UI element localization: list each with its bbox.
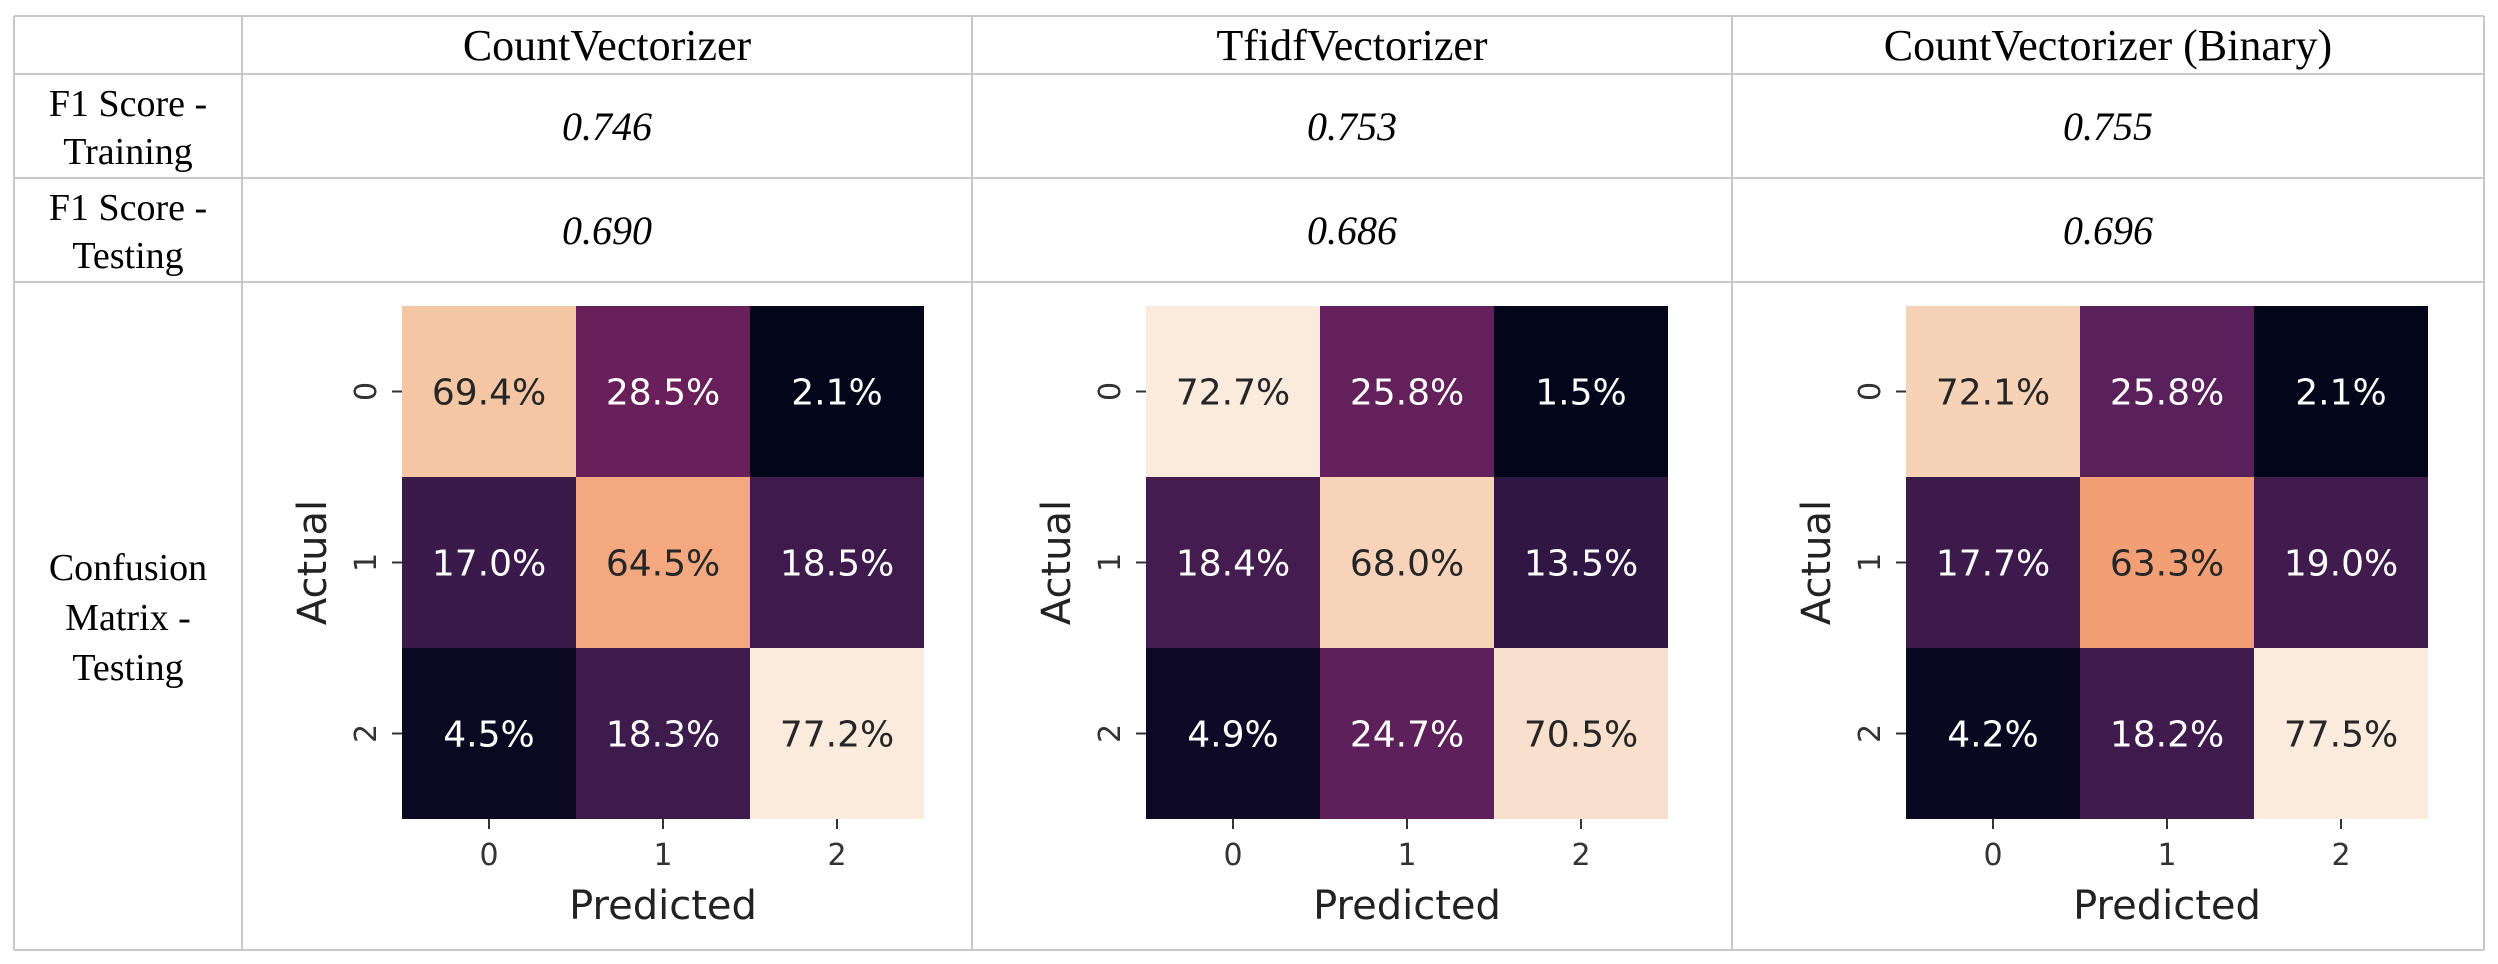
y-tick-label: 0: [1093, 382, 1128, 401]
cell-label: 13.5%: [1524, 544, 1638, 585]
heatmap-cell: [1494, 306, 1668, 477]
column-header: CountVectorizer: [463, 21, 752, 70]
cell-label: 1.5%: [1535, 373, 1626, 414]
x-tick-label: 2: [827, 838, 846, 873]
column-headers: CountVectorizer TfidfVectorizer CountVecto…: [463, 21, 2332, 70]
y-tick-label: 1: [349, 553, 384, 572]
y-tick-label: 0: [1853, 382, 1888, 401]
cell-label: 4.5%: [443, 715, 534, 756]
y-tick-label: 1: [1093, 553, 1128, 572]
y-axis-label: Actual: [1794, 500, 1840, 625]
y-tick-label: 2: [349, 724, 384, 743]
cell-label: 24.7%: [1350, 715, 1464, 756]
heatmap-cell: [2254, 648, 2428, 819]
cell-label: 17.0%: [432, 544, 546, 585]
score-value: 0.755: [2063, 104, 2153, 149]
x-tick-label: 0: [479, 838, 498, 873]
cell-label: 68.0%: [1350, 544, 1464, 585]
x-axis-label: Predicted: [1313, 883, 1501, 929]
y-axis-label: Actual: [290, 500, 336, 625]
score-rows: F1 Score -Training 0.746 0.753 0.755 F1 Scor…: [49, 83, 2153, 689]
cell-label: 28.5%: [606, 373, 720, 414]
x-tick-label: 1: [2157, 838, 2176, 873]
score-value: 0.686: [1307, 208, 1397, 253]
cell-label: 63.3%: [2110, 544, 2224, 585]
cell-label: 4.9%: [1187, 715, 1278, 756]
x-axis-label: Predicted: [2073, 883, 2261, 929]
heatmap-cell: [576, 306, 750, 477]
confusion-matrix: 69.4% 28.5% 2.1% 17.0% 64.5% 18.5% 4.5% 18.3% 77…: [290, 306, 924, 929]
cell-label: 2.1%: [2295, 373, 2386, 414]
cell-label: 77.5%: [2284, 715, 2398, 756]
x-tick-label: 2: [2331, 838, 2350, 873]
heatmap-cell: [2254, 306, 2428, 477]
matrix-row-label: Confusion Matrix -Testing: [49, 547, 207, 689]
cell-label: 77.2%: [780, 715, 894, 756]
heatmap-cell: [1494, 477, 1668, 648]
x-tick-label: 1: [1397, 838, 1416, 873]
row-label: F1 Score -Training: [49, 83, 207, 173]
y-tick-label: 1: [1853, 553, 1888, 572]
heatmap-cell: [1320, 306, 1494, 477]
heatmap-cell: [1146, 648, 1320, 819]
table-grid: [13, 15, 2485, 951]
heatmap-cell: [1906, 648, 2080, 819]
column-header: CountVectorizer (Binary): [1884, 21, 2332, 70]
heatmap-cell: [576, 477, 750, 648]
heatmap-cell: [2080, 306, 2254, 477]
cell-label: 18.5%: [780, 544, 894, 585]
cell-label: 4.2%: [1947, 715, 2038, 756]
cell-label: 25.8%: [1350, 373, 1464, 414]
cell-label: 69.4%: [432, 373, 546, 414]
y-tick-label: 2: [1093, 724, 1128, 743]
heatmap-cell: [750, 306, 924, 477]
heatmap-cell: [1146, 306, 1320, 477]
y-tick-label: 2: [1853, 724, 1888, 743]
cell-label: 18.2%: [2110, 715, 2224, 756]
cell-label: 25.8%: [2110, 373, 2224, 414]
heatmap-cell: [750, 648, 924, 819]
score-value: 0.690: [562, 208, 652, 253]
cell-label: 17.7%: [1936, 544, 2050, 585]
confusion-matrix: 72.7% 25.8% 1.5% 18.4% 68.0% 13.5% 4.9% 24.7% 70…: [1034, 306, 1668, 929]
cell-label: 18.4%: [1176, 544, 1290, 585]
score-value: 0.696: [2063, 208, 2153, 253]
heatmap-cell: [576, 648, 750, 819]
y-tick-label: 0: [349, 382, 384, 401]
heatmap-cell: [1906, 306, 2080, 477]
score-value: 0.746: [562, 104, 652, 149]
row-label: F1 Score -Testing: [49, 187, 207, 277]
cell-label: 18.3%: [606, 715, 720, 756]
heatmap-cell: [2080, 648, 2254, 819]
heatmap-cell: [1320, 477, 1494, 648]
x-tick-label: 0: [1983, 838, 2002, 873]
x-tick-label: 2: [1571, 838, 1590, 873]
heatmap-cell: [2254, 477, 2428, 648]
heatmap-cell: [402, 306, 576, 477]
heatmap-cell: [1494, 648, 1668, 819]
heatmap-cell: [2080, 477, 2254, 648]
heatmap-cell: [1906, 477, 2080, 648]
heatmap-cell: [402, 477, 576, 648]
heatmap-cell: [402, 648, 576, 819]
cell-label: 2.1%: [791, 373, 882, 414]
x-tick-label: 0: [1223, 838, 1242, 873]
heatmap-cell: [1320, 648, 1494, 819]
cell-label: 70.5%: [1524, 715, 1638, 756]
confusion-matrices: 69.4% 28.5% 2.1% 17.0% 64.5% 18.5% 4.5% 18.3% 77…: [290, 306, 2428, 929]
cell-label: 72.1%: [1936, 373, 2050, 414]
cell-label: 72.7%: [1176, 373, 1290, 414]
confusion-matrix: 72.1% 25.8% 2.1% 17.7% 63.3% 19.0% 4.2% 18.2% 77…: [1794, 306, 2428, 929]
heatmap-cell: [1146, 477, 1320, 648]
cell-label: 19.0%: [2284, 544, 2398, 585]
score-value: 0.753: [1307, 104, 1397, 149]
cell-label: 64.5%: [606, 544, 720, 585]
x-tick-label: 1: [653, 838, 672, 873]
y-axis-label: Actual: [1034, 500, 1080, 625]
x-axis-label: Predicted: [569, 883, 757, 929]
heatmap-cell: [750, 477, 924, 648]
column-header: TfidfVectorizer: [1216, 21, 1488, 70]
